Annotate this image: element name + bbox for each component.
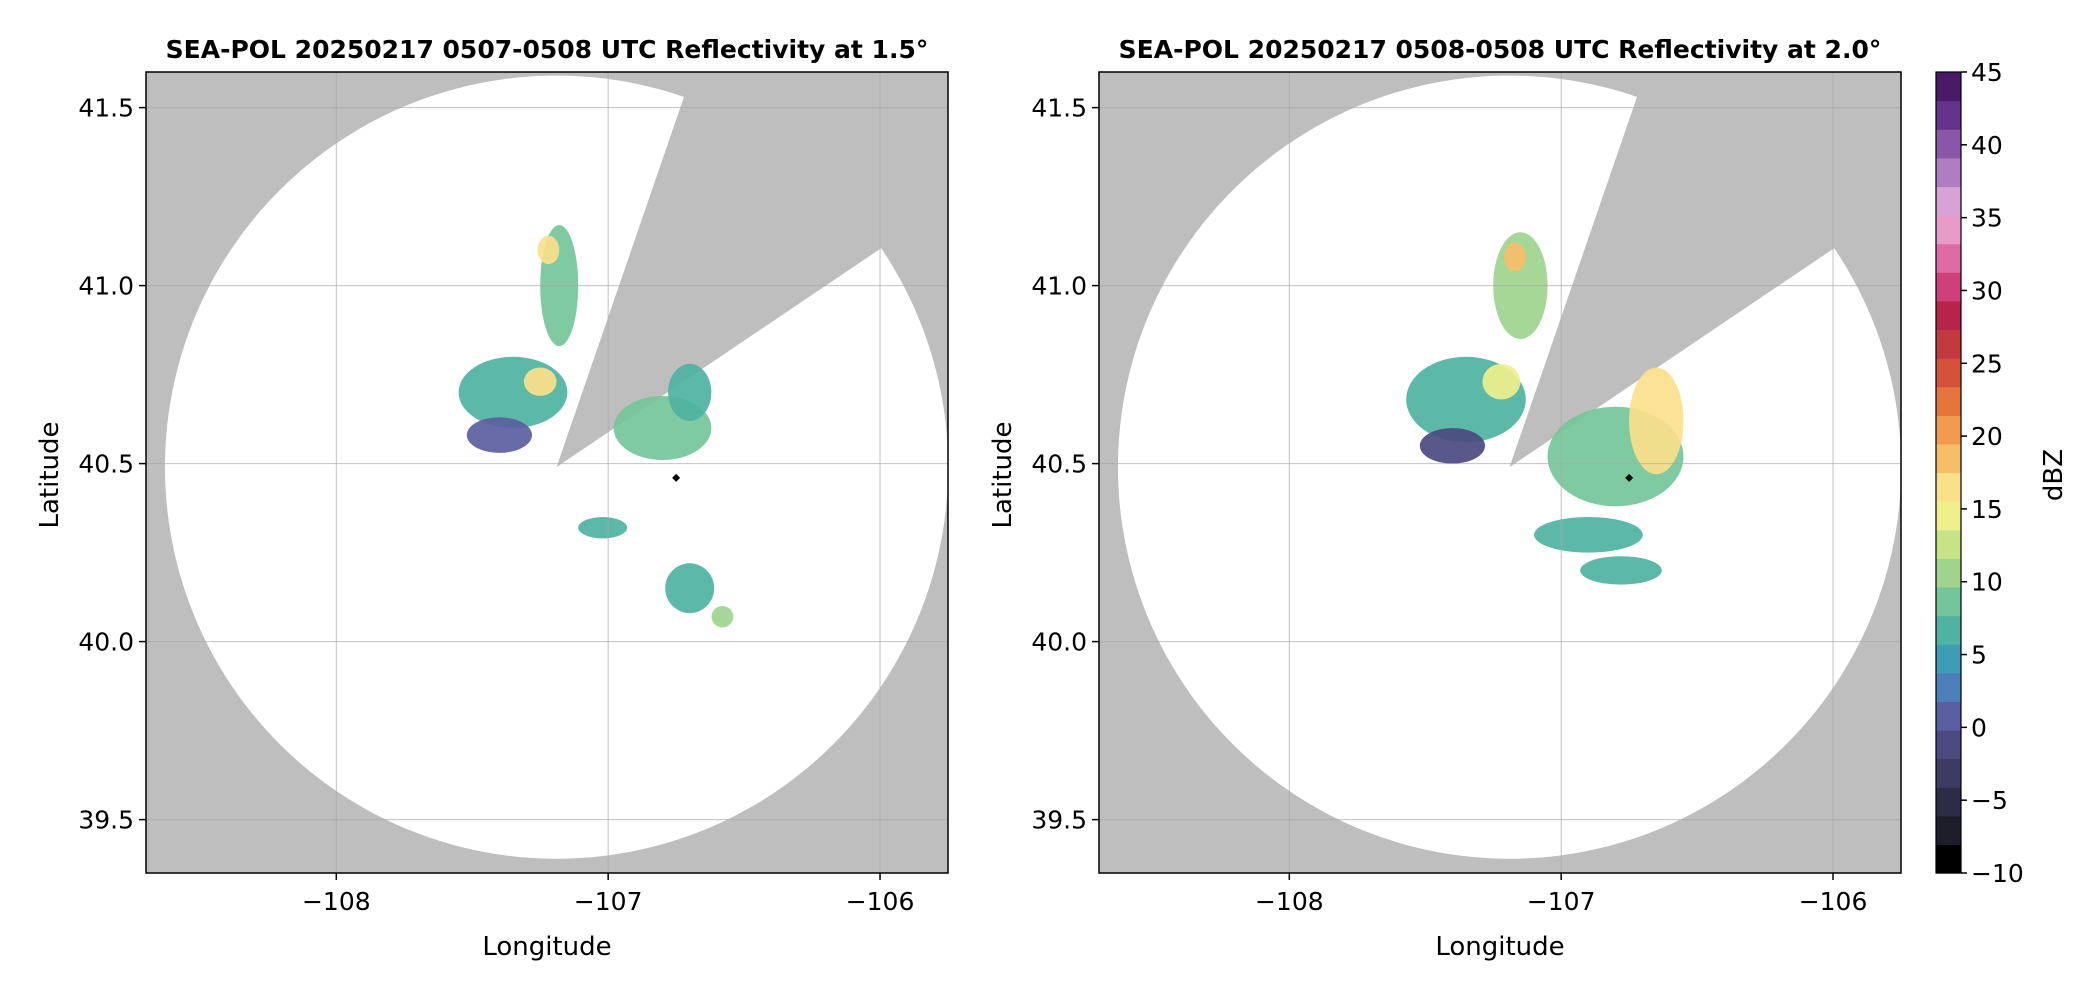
colorbar-segment [1936,701,1961,731]
colorbar-segment [1936,815,1961,845]
colorbar-segment [1936,501,1961,531]
colorbar-segment [1936,329,1961,359]
echo-region [466,417,532,453]
panel-left-title: SEA-POL 20250217 0507-0508 UTC Reflectiv… [166,35,929,64]
echo-region [1504,242,1526,272]
panel-left-xlabel: Longitude [482,932,611,962]
colorbar: dBZ 45 40 35 30 25 20 15 10 5 0 −5 −10 [1935,58,2069,888]
echo-region [458,356,568,428]
panel-right-ylabel: Latitude [988,421,1018,528]
echo-region [578,517,628,539]
site-marker [672,473,681,482]
panel-right-xlabel: Longitude [1435,932,1564,962]
echo-region [537,235,560,265]
colorbar-tick-label: −5 [1971,786,2008,815]
panel-left: SEA-POL 20250217 0507-0508 UTC Reflectiv… [35,35,949,962]
y-tick-label: 40.5 [1031,450,1087,479]
colorbar-tick-label: 30 [1971,276,2003,305]
echo-region [668,363,712,421]
colorbar-tick-label: 45 [1971,58,2003,87]
panel-right-title: SEA-POL 20250217 0508-0508 UTC Reflectiv… [1119,35,1882,64]
y-tick-label: 39.5 [1031,806,1087,835]
y-tick-label: 40.5 [78,450,134,479]
x-tick-label: −106 [1799,887,1868,916]
radar-coverage [164,75,948,859]
colorbar-tick-label: 10 [1971,568,2003,597]
colorbar-segment [1936,415,1961,445]
x-tick-label: −107 [1527,887,1596,916]
echo-region [1629,367,1684,475]
echo-field [458,225,734,628]
colorbar-tick-label: 15 [1971,495,2003,524]
colorbar-segment [1936,672,1961,702]
echo-region [1482,363,1521,400]
plot-area [1099,72,1901,873]
plot-area [146,72,948,873]
echo-region [523,367,557,396]
colorbar-segment [1936,472,1961,502]
colorbar-segment [1936,186,1961,216]
colorbar-tick-label: 40 [1971,131,2003,160]
echo-region [1534,517,1643,553]
colorbar-tick-label: −10 [1971,859,2024,888]
axes-frame [1098,71,1902,874]
colorbar-tick-label: 0 [1971,713,1987,742]
panel-right: SEA-POL 20250217 0508-0508 UTC Reflectiv… [988,35,1902,962]
x-tick-label: −106 [846,887,915,916]
panel-left-ylabel: Latitude [35,421,65,528]
colorbar-segment [1936,129,1961,159]
colorbar-segment [1936,300,1961,331]
colorbar-segment [1936,729,1961,760]
colorbar-segment [1936,844,1961,874]
echo-region [1419,428,1485,464]
colorbar-segment [1936,443,1961,474]
x-tick-label: −108 [1255,887,1324,916]
x-tick-label: −107 [574,887,643,916]
colorbar-label: dBZ [2039,449,2069,501]
colorbar-segment [1936,758,1961,788]
echo-region [1580,556,1662,585]
echo-region [711,606,734,628]
colorbar-segment [1936,100,1961,130]
colorbar-segment [1936,558,1961,588]
colorbar-segment [1936,272,1961,302]
colorbar-segment [1936,243,1961,273]
colorbar-tick-label: 5 [1971,641,1987,670]
site-marker [1625,473,1634,482]
colorbar-tick-label: 25 [1971,349,2003,378]
colorbar-segment [1936,586,1961,617]
colorbar-segment [1936,615,1961,645]
y-tick-label: 41.5 [1031,94,1087,123]
y-tick-label: 41.0 [78,272,134,301]
colorbar-segment [1936,215,1961,245]
axes-frame [145,71,949,874]
y-tick-label: 41.5 [78,94,134,123]
y-tick-label: 40.0 [1031,628,1087,657]
colorbar-frame [1935,71,1962,874]
x-tick-label: −108 [302,887,371,916]
echo-region [665,563,715,614]
colorbar-segment [1936,787,1961,817]
colorbar-segment [1936,644,1961,674]
colorbar-segment [1936,157,1961,188]
y-tick-label: 40.0 [78,628,134,657]
y-tick-label: 39.5 [78,806,134,835]
radar-coverage [1117,75,1901,859]
colorbar-tick-label: 20 [1971,422,2003,451]
colorbar-segment [1936,529,1961,559]
colorbar-tick-label: 35 [1971,204,2003,233]
y-tick-label: 41.0 [1031,272,1087,301]
colorbar-segment [1936,358,1961,388]
colorbar-segment [1936,72,1961,102]
colorbar-segment [1936,386,1961,416]
